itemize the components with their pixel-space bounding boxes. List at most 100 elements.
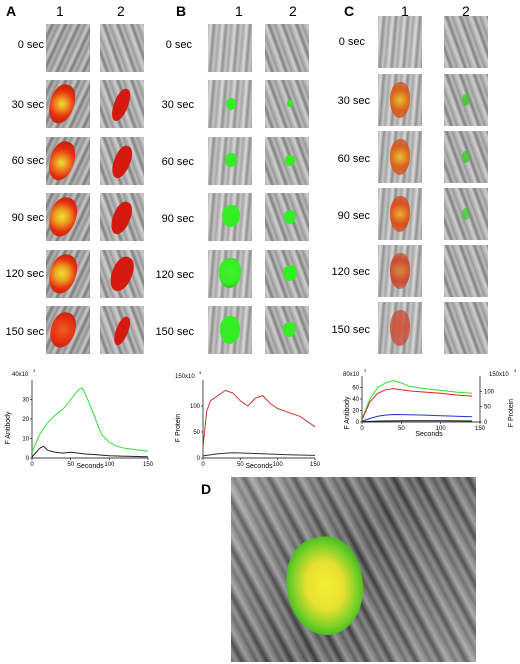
chart-c-xlabel: Seconds — [415, 431, 443, 438]
panel-b-letter: B — [176, 3, 187, 19]
panel-a-image — [46, 24, 90, 72]
chart-b-ytick-top: 150x10 — [175, 374, 195, 380]
panel-a-image — [100, 80, 144, 128]
panel-a-time-120: 120 sec — [5, 268, 44, 280]
panel-b-time-90: 90 sec — [161, 213, 194, 225]
chart-b-ytick-top-exp: 3 — [199, 370, 202, 375]
chart-a-ytick-label: 0 — [26, 456, 30, 462]
panel-a-image — [100, 137, 144, 185]
chart-a-series-0-line — [31, 387, 149, 453]
panel-c-image — [378, 245, 422, 297]
chart-c-xtick-label: 150 — [475, 426, 486, 432]
panel-a-image — [46, 306, 90, 354]
panel-a-col-2: 2 — [117, 3, 125, 19]
chart-a-xtick-label: 150 — [143, 462, 154, 468]
chart-c-ytick-label: 40 — [352, 397, 359, 403]
chart-b-series-0-line — [202, 389, 316, 448]
chart-c-ytick-top-right: 150x10 — [489, 372, 509, 378]
panel-c-time-120: 120 sec — [331, 266, 370, 278]
panel-c-time-60: 60 sec — [337, 153, 370, 165]
panel-b-image — [265, 137, 309, 185]
chart-c-ytick-top-exp: 3 — [364, 368, 367, 373]
chart-a-ytick-top: 40x10 — [12, 372, 29, 378]
panel-d-image — [231, 477, 476, 662]
panel-c-time-90: 90 sec — [337, 210, 370, 222]
panel-a-col-1: 1 — [56, 3, 64, 19]
panel-a-image — [100, 193, 144, 241]
panel-c-time-150: 150 sec — [331, 324, 370, 336]
panel-c-image — [444, 131, 488, 183]
panel-b-image — [265, 250, 309, 298]
chart-b-xtick-label: 150 — [310, 462, 321, 468]
panel-b-image — [208, 306, 252, 354]
panel-b-image — [265, 80, 309, 128]
panel-c-image — [378, 74, 422, 126]
chart-a: 40x10 3 F Antibody Seconds 0 50 100 150 0 10 2… — [5, 368, 154, 470]
panel-a-image — [100, 24, 144, 72]
chart-b-ytick-label: 100 — [190, 404, 201, 410]
chart-c-ytick-label: 60 — [352, 386, 359, 392]
panel-a-time-30: 30 sec — [11, 99, 44, 111]
chart-a-ylabel: F Antibody — [5, 411, 12, 445]
chart-c-ytick-right-label: 50 — [484, 405, 491, 411]
chart-b-xtick-label: 0 — [201, 462, 205, 468]
panel-a-image — [100, 306, 144, 354]
panel-a-image — [46, 250, 90, 298]
panel-b-time-120: 120 sec — [155, 269, 194, 281]
panel-b-time-150: 150 sec — [155, 326, 194, 338]
chart-b: 150x10 3 F Protein Seconds 0 50 100 150 0 50 1… — [175, 370, 321, 470]
panel-a-letter: A — [6, 3, 17, 19]
panel-c-image — [378, 131, 422, 183]
chart-a-ytick-label: 30 — [22, 398, 29, 404]
chart-c-series-1-line — [361, 388, 473, 420]
chart-c-xtick-label: 100 — [436, 426, 447, 432]
chart-c-xtick-label: 0 — [360, 426, 364, 432]
panel-b-time-60: 60 sec — [161, 156, 194, 168]
chart-c-series-2-line — [361, 413, 473, 422]
panel-b-time-30: 30 sec — [161, 99, 194, 111]
panel-c-image — [378, 188, 422, 240]
chart-c-ytick-top: 80x10 — [343, 372, 360, 378]
chart-a-xtick-label: 0 — [30, 462, 34, 468]
panel-b-image — [208, 137, 252, 185]
chart-a-series-1-line — [31, 445, 149, 458]
panel-c-time-30: 30 sec — [337, 95, 370, 107]
panel-b-image — [208, 193, 252, 241]
chart-a-xtick-label: 50 — [67, 462, 74, 468]
chart-b-xtick-label: 100 — [273, 462, 284, 468]
chart-c-series-0-line — [361, 380, 473, 420]
chart-b-series-1-line — [202, 452, 316, 457]
panel-c-image — [378, 302, 422, 354]
chart-c-ytick-label: 20 — [352, 409, 359, 415]
panel-c-image — [444, 245, 488, 297]
chart-c-ytick-label: 0 — [356, 420, 360, 426]
panel-b-image — [265, 24, 309, 72]
chart-b-ytick-label: 50 — [193, 430, 200, 436]
chart-a-xlabel: Seconds — [76, 463, 104, 470]
panel-a-image — [46, 80, 90, 128]
panel-c-image — [378, 16, 422, 68]
panel-b-image — [265, 193, 309, 241]
chart-c-ylabel-right: F Protein — [508, 399, 515, 428]
panel-a-time-90: 90 sec — [11, 212, 44, 224]
panel-b-image — [208, 250, 252, 298]
chart-c-ytick-right-label: 0 — [484, 420, 488, 426]
panel-c-col-2: 2 — [462, 3, 470, 19]
chart-b-xlabel: Seconds — [245, 463, 273, 470]
chart-b-ylabel: F Protein — [175, 414, 182, 443]
panel-c-letter: C — [344, 3, 355, 19]
panel-b-image — [208, 24, 252, 72]
panel-a-image — [100, 250, 144, 298]
chart-b-ytick-label: 0 — [197, 456, 201, 462]
panel-b-col-1: 1 — [235, 3, 243, 19]
panel-c-image — [444, 188, 488, 240]
panel-b-image — [265, 306, 309, 354]
panel-a-time-60: 60 sec — [11, 155, 44, 167]
panel-a-time-0: 0 sec — [17, 39, 44, 51]
chart-c-series-3-line — [361, 420, 473, 423]
chart-c-ytick-right-label: 100 — [484, 389, 495, 395]
charts-svg: 40x10 3 F Antibody Seconds 0 50 100 1500102… — [5, 368, 517, 470]
chart-c-xtick-label: 50 — [398, 426, 405, 432]
panel-a-image — [46, 193, 90, 241]
chart-a-ytick-label: 20 — [22, 417, 29, 423]
